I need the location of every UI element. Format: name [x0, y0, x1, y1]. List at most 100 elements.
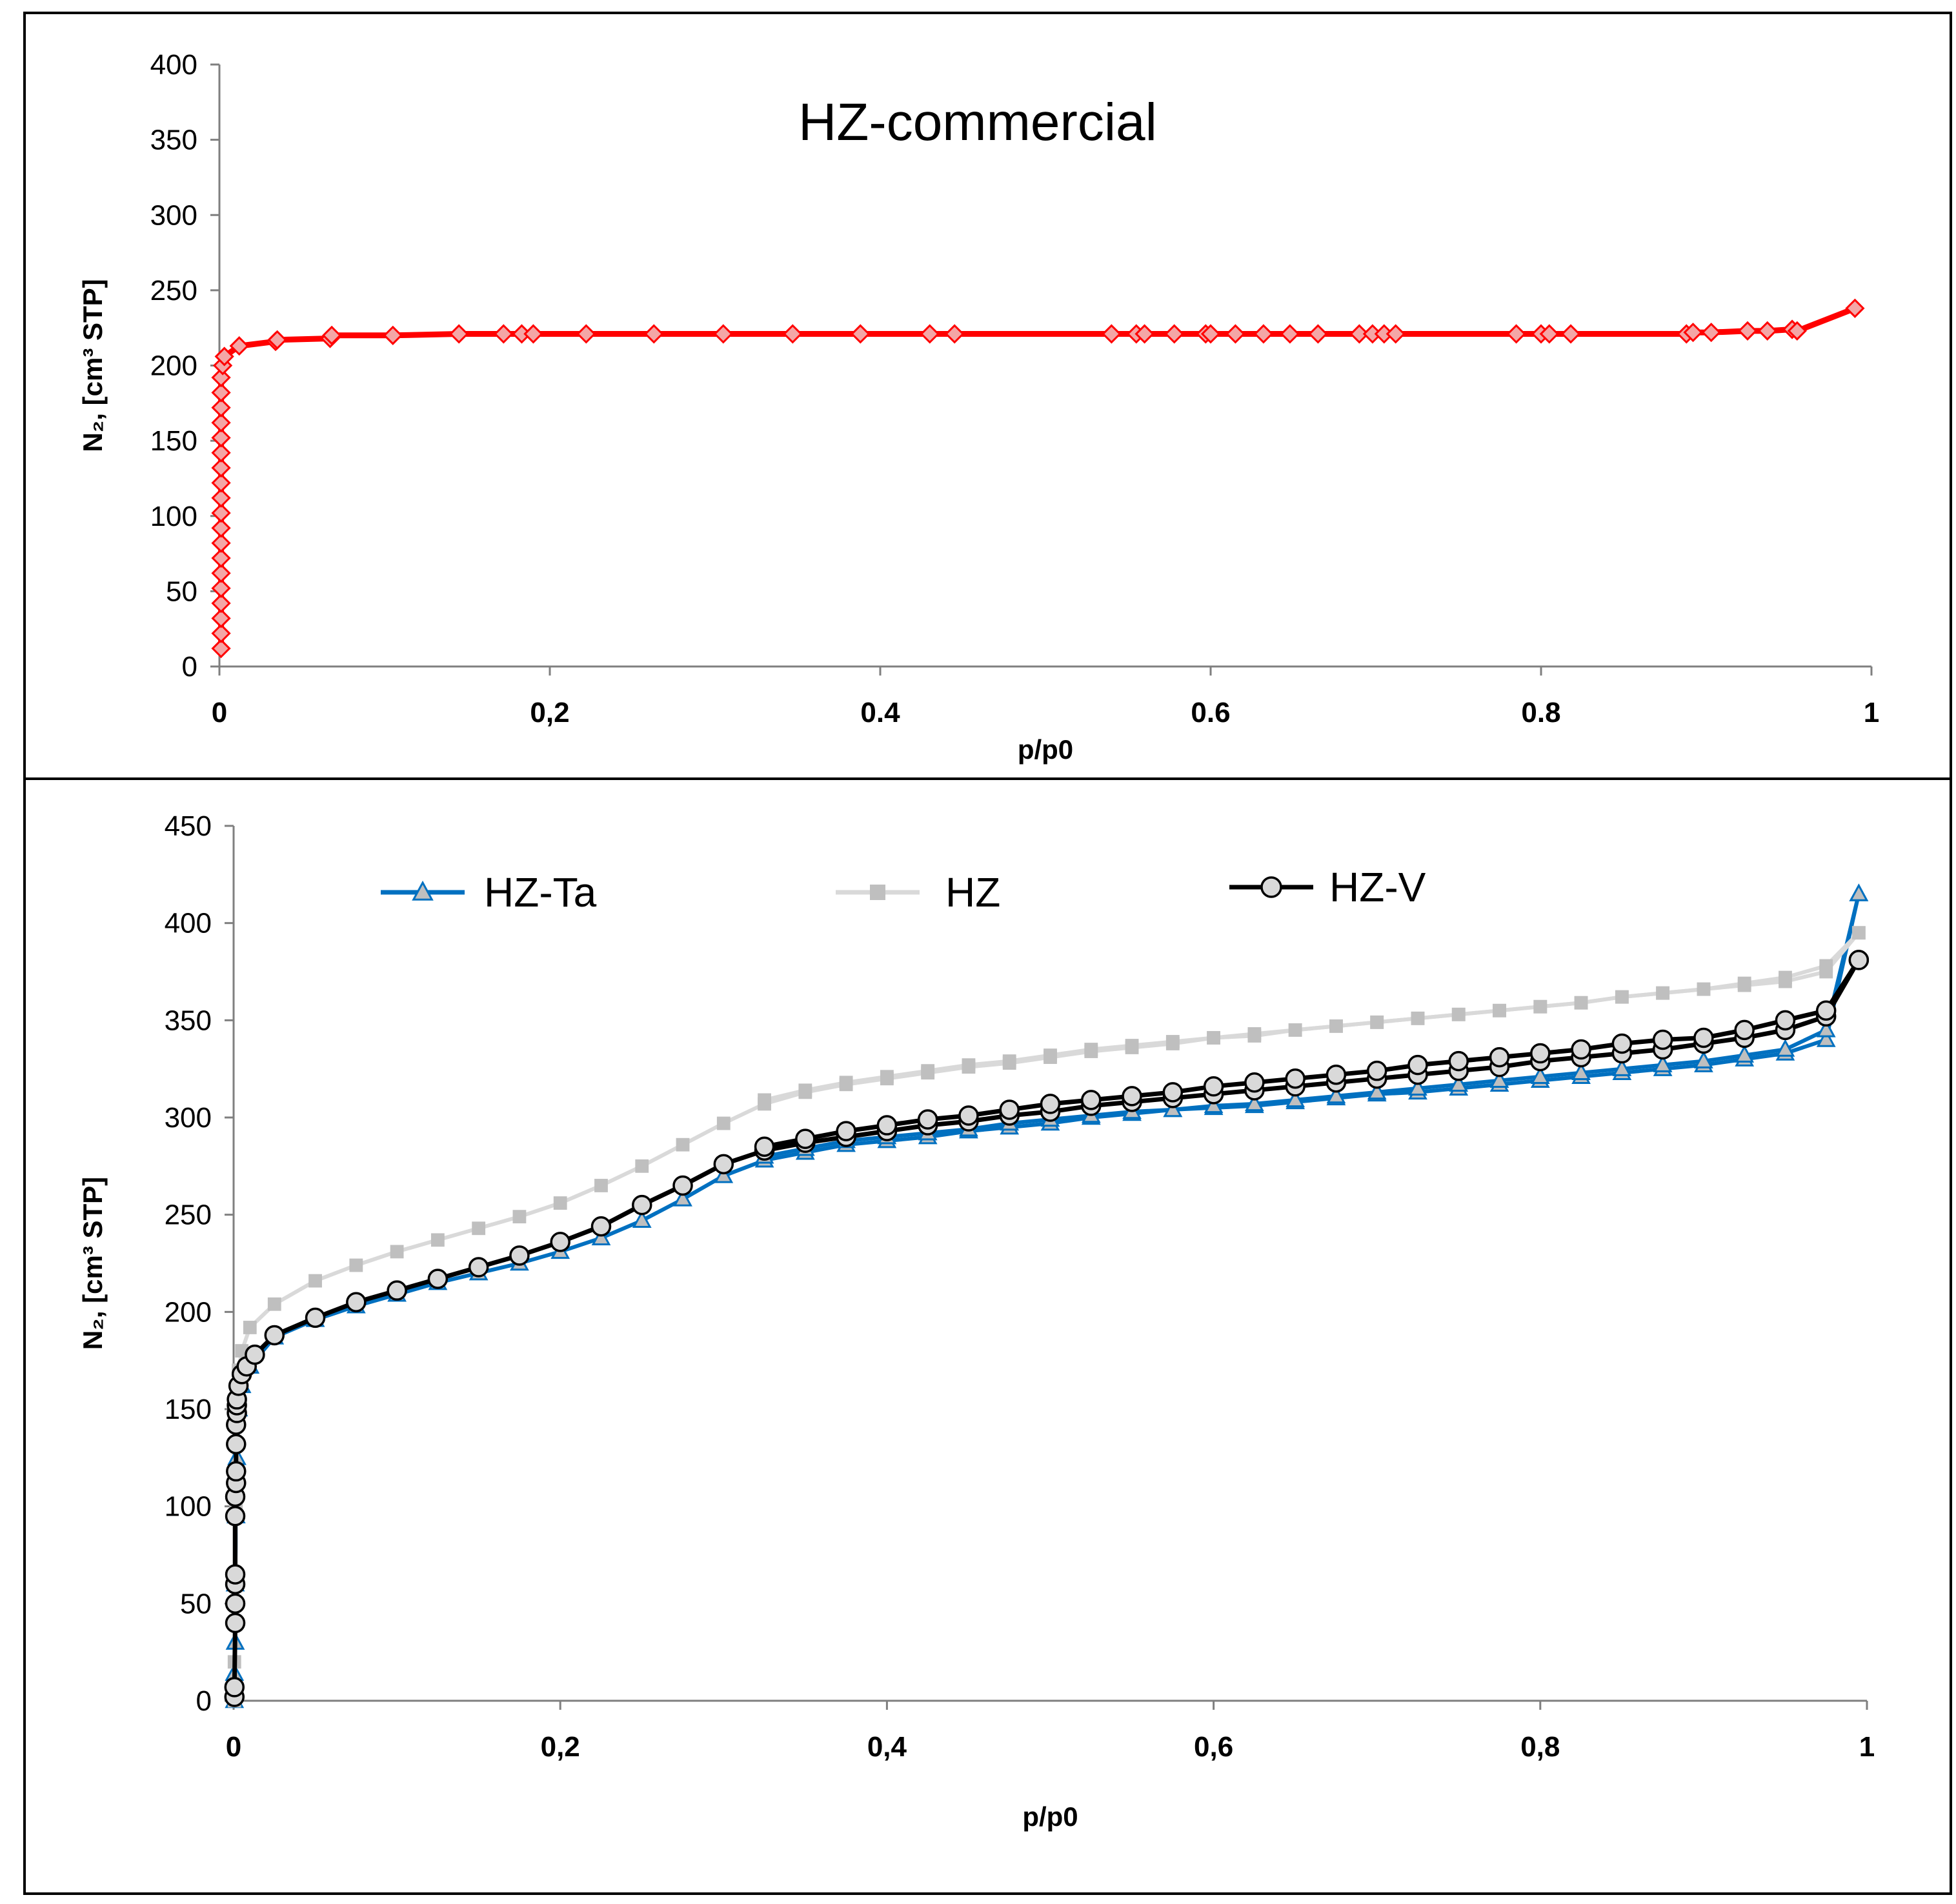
legend-marker: [412, 880, 434, 901]
data-point: [1200, 324, 1221, 344]
x-tick-label: 0,4: [867, 1731, 907, 1763]
data-point: [1102, 324, 1122, 344]
data-point: [211, 533, 231, 553]
y-tick-label: 300: [165, 1102, 212, 1134]
data-point: [795, 1128, 816, 1149]
data-point: [1225, 324, 1245, 344]
data-point: [267, 330, 287, 350]
data-point: [1288, 1023, 1302, 1037]
data-point: [225, 1612, 246, 1634]
data-point: [635, 1159, 649, 1173]
data-point: [321, 325, 342, 345]
data-point: [427, 1268, 449, 1289]
data-point: [672, 1175, 693, 1196]
data-point: [1652, 1029, 1673, 1050]
data-point: [305, 1307, 326, 1328]
y-tick-label: 100: [150, 501, 197, 532]
data-point: [917, 1109, 938, 1130]
data-point: [1244, 1072, 1265, 1093]
data-point: [550, 1232, 570, 1252]
data-point: [1757, 321, 1777, 341]
data-point: [1386, 324, 1406, 344]
data-point: [512, 1210, 527, 1224]
data-point: [1449, 1074, 1469, 1092]
data-point: [999, 1099, 1020, 1120]
data-point: [880, 1070, 894, 1084]
data-point: [673, 1188, 692, 1207]
data-point: [1002, 1054, 1016, 1068]
x-tick-label: 0: [212, 697, 227, 728]
data-point: [449, 324, 469, 344]
data-point: [211, 368, 231, 388]
data-point: [1163, 1099, 1183, 1117]
y-tick-label: 200: [150, 350, 197, 382]
data-point: [211, 503, 231, 523]
data-point: [226, 1461, 247, 1482]
y-tick-label: 200: [165, 1296, 212, 1328]
x-axis-label: p/p0: [1022, 1801, 1078, 1832]
data-point: [349, 1258, 363, 1272]
data-point: [1560, 324, 1581, 344]
data-point: [226, 1434, 247, 1454]
data-point: [1451, 1007, 1466, 1021]
data-point: [1787, 321, 1807, 341]
data-point: [1044, 1048, 1057, 1062]
data-point: [962, 1058, 976, 1072]
data-point: [591, 1227, 611, 1246]
x-tick-label: 0,8: [1520, 1731, 1560, 1763]
data-point: [1326, 1085, 1346, 1104]
x-tick-label: 1: [1864, 697, 1879, 728]
data-point: [798, 1083, 812, 1097]
data-point: [1122, 1086, 1142, 1107]
data-point: [1734, 1019, 1755, 1041]
data-point: [1204, 1095, 1224, 1114]
desorption-line: [764, 893, 1861, 1159]
data-point: [390, 1245, 404, 1259]
figure-frame: [23, 12, 1952, 1895]
y-tick-label: 400: [150, 49, 197, 81]
data-point: [1737, 321, 1758, 341]
data-point: [214, 346, 234, 366]
data-point: [1326, 1064, 1347, 1085]
data-point: [211, 563, 231, 583]
data-point: [229, 336, 249, 356]
y-tick-label: 150: [165, 1394, 212, 1425]
data-point: [1367, 1081, 1387, 1100]
x-axis-label: p/p0: [1018, 734, 1073, 765]
legend-label: HZ-V: [1329, 864, 1426, 910]
y-axis-label: N₂, [cm³ STP]: [77, 1177, 108, 1350]
data-point: [1530, 1066, 1550, 1084]
data-point: [387, 1280, 407, 1301]
data-point: [1530, 1043, 1551, 1064]
data-point: [383, 325, 403, 345]
data-point: [1816, 1029, 1836, 1047]
data-point: [211, 548, 231, 568]
data-point: [1280, 324, 1300, 344]
data-point: [245, 1344, 265, 1365]
data-point: [267, 1297, 281, 1311]
chart-hz-commercial: 0 50 100 150 200 250 300 350 400 0 0,2 0.4 0.6 0.8 1 p/…: [77, 49, 1879, 765]
data-point: [1134, 324, 1154, 344]
data-point: [1125, 1039, 1139, 1052]
data-point: [1735, 1045, 1755, 1063]
data-point: [590, 1216, 612, 1237]
data-point: [211, 488, 231, 508]
legend-marker: [1260, 876, 1282, 898]
data-point: [211, 518, 231, 538]
data-point: [676, 1137, 690, 1152]
x-tick-label: 0,2: [541, 1731, 580, 1763]
data-point: [1285, 1068, 1306, 1089]
data-point: [1164, 324, 1184, 344]
y-axis-label: N₂, [cm³ STP]: [77, 279, 108, 452]
data-point: [921, 1064, 935, 1078]
data-point: [876, 1115, 898, 1136]
data-point: [1697, 982, 1711, 996]
data-point: [958, 1105, 979, 1126]
y-tick-label: 450: [165, 810, 212, 842]
chart-title: HZ-commercial: [798, 93, 1157, 152]
data-point: [632, 1210, 652, 1228]
data-point: [1489, 1047, 1510, 1068]
data-point: [1308, 324, 1328, 344]
data-point: [1611, 1033, 1633, 1054]
